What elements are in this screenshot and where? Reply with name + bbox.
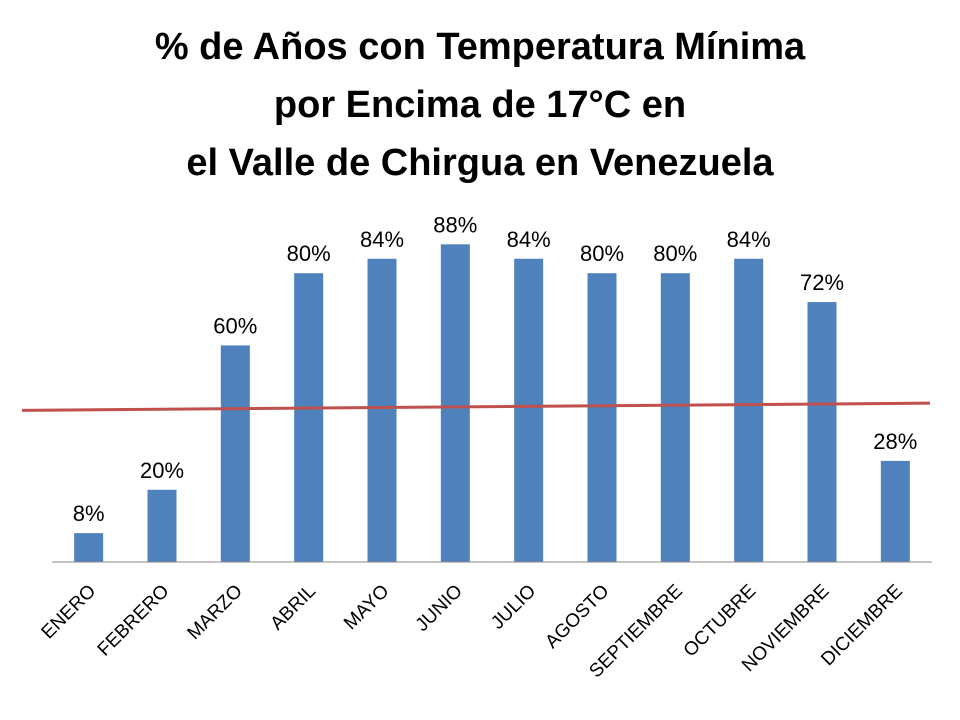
- data-label: 20%: [140, 458, 184, 483]
- data-label: 72%: [800, 270, 844, 295]
- x-tick-label: AGOSTO: [541, 581, 613, 653]
- bar: [147, 489, 177, 562]
- x-tick-label: JUNIO: [412, 581, 467, 636]
- x-tick-label: JULIO: [487, 581, 540, 634]
- bar: [440, 244, 470, 562]
- bar: [367, 258, 397, 562]
- bar: [734, 258, 764, 562]
- bar: [514, 258, 544, 562]
- bar: [74, 533, 104, 562]
- bar: [220, 345, 250, 562]
- data-label: 88%: [433, 212, 477, 237]
- bar: [880, 460, 910, 562]
- x-tick-label: ENERO: [38, 581, 101, 644]
- x-tick-label: MAYO: [340, 581, 393, 634]
- trend-line: [21, 401, 931, 412]
- chart-title-line-2: por Encima de 17°C en: [273, 84, 687, 126]
- data-label: 84%: [727, 227, 771, 252]
- data-label: 80%: [580, 241, 624, 266]
- data-label: 28%: [873, 429, 917, 454]
- chart-title-line-3: el Valle de Chirgua en Venezuela: [186, 142, 774, 184]
- data-label: 84%: [507, 227, 551, 252]
- data-label: 80%: [653, 241, 697, 266]
- data-label: 80%: [287, 241, 331, 266]
- bar: [660, 273, 690, 562]
- x-tick-label: MARZO: [184, 581, 247, 644]
- bar: [807, 302, 837, 562]
- data-label: 8%: [73, 501, 105, 526]
- data-label: 60%: [213, 313, 257, 338]
- x-tick-label: FEBRERO: [94, 581, 174, 661]
- bar: [587, 273, 617, 562]
- data-label: 84%: [360, 227, 404, 252]
- chart-title-line-1: % de Años con Temperatura Mínima: [154, 26, 806, 68]
- x-tick-label: ABRIL: [267, 581, 321, 635]
- x-tick-label: OCTUBRE: [680, 581, 761, 662]
- chart-title: % de Años con Temperatura Mínima por Enc…: [0, 18, 960, 192]
- bar: [294, 273, 324, 562]
